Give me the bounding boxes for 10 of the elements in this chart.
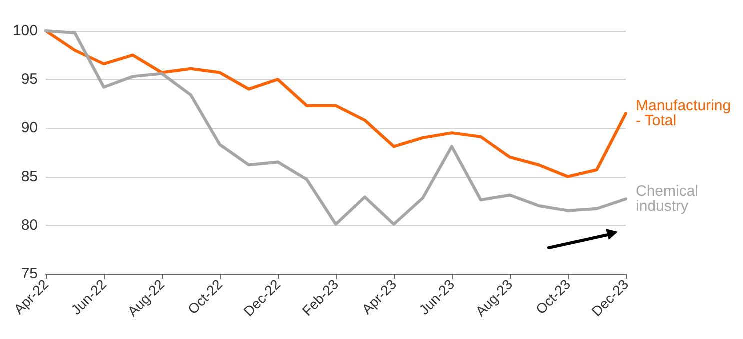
y-tick-label: 100: [12, 22, 38, 40]
line-series: [44, 30, 628, 178]
y-tick-label: 75: [21, 266, 38, 282]
series-label: Chemical industry: [636, 183, 703, 216]
line-series: [44, 30, 628, 226]
y-tick-label: 90: [21, 120, 38, 137]
series-label: Manufacturing - Total: [636, 98, 736, 130]
y-tick-label: 80: [21, 216, 38, 234]
y-tick-label: 85: [21, 168, 38, 186]
y-tick-label: 95: [21, 71, 38, 88]
